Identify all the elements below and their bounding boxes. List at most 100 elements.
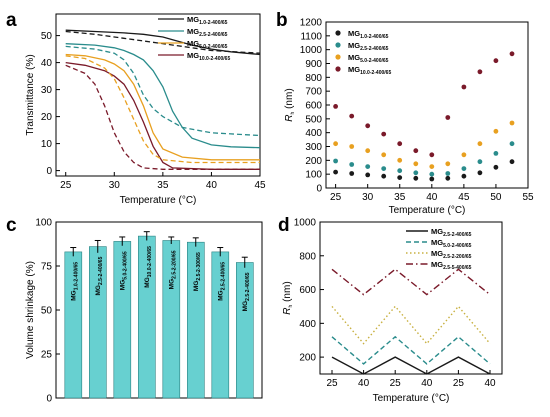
panel-a-legend-label: MG5.0-2-400/65	[187, 39, 228, 50]
panel-label-a: a	[6, 10, 17, 31]
panel-b-legend-marker	[335, 54, 341, 60]
panel-d-x-tick-label: 25	[453, 378, 465, 389]
panel-b-data-point	[461, 84, 467, 90]
panel-c-bar-label: MG2.5-2-300/65	[193, 252, 202, 291]
panel-label-c: c	[6, 215, 17, 236]
panel-c-y-tick-label: 100	[35, 218, 52, 229]
panel-b-data-point	[397, 168, 403, 174]
panel-b-data-point	[493, 164, 499, 170]
panel-b-data-point	[429, 176, 435, 182]
panel-b-data-point	[333, 158, 338, 164]
panel-b-data-point	[333, 169, 338, 175]
panel-b-data-point	[349, 171, 355, 176]
panel-b-legend-label: MG5.0-2-400/65	[348, 53, 389, 64]
panel-a-x-tick-label: 25	[60, 180, 72, 191]
panel-b-data-point	[461, 173, 467, 179]
panel-b-data-point	[413, 148, 419, 154]
panel-b-x-tick-label: 55	[522, 192, 534, 203]
panel-b-data-point	[349, 144, 355, 149]
panel-b-x-tick-label: 25	[330, 192, 342, 203]
panel-d-y-tick-label: 800	[299, 251, 316, 262]
panel-b-data-point	[445, 175, 451, 181]
panel-d-x-tick-label: 40	[421, 378, 433, 389]
panel-c-bar-label: MG10.0-2-400/65	[144, 246, 153, 288]
panel-c-axes-frame	[55, 221, 263, 399]
panel-b-data-point	[397, 141, 403, 147]
panel-a-x-tick-label: 45	[254, 180, 266, 191]
panel-a-series-line-3	[65, 61, 260, 170]
panel-a-legend-label: MG2.5-2-400/65	[187, 27, 228, 38]
panel-a-y-tick-label: 0	[46, 166, 52, 177]
panel-b-legend-label: MG2.5-2-400/65	[348, 41, 389, 52]
panel-a-legend-label: MG10.0-2-400/65	[187, 51, 230, 62]
panel-b-data-point	[509, 120, 515, 126]
panel-b-data-point	[397, 157, 403, 163]
panel-b-data-point	[381, 131, 387, 137]
panel-b-y-tick-label: 700	[305, 87, 322, 98]
panel-d: 25 40 25 40 25 40 200 400 600 800 1000 Temperature …	[282, 218, 503, 404]
panel-d-legend-label: MG2.5-2-200/65	[431, 249, 472, 260]
panel-b-data-point	[445, 115, 451, 120]
panel-label-d: d	[278, 215, 290, 236]
panel-b-x-tick-label: 45	[458, 192, 470, 203]
panel-a-y-tick-label: 20	[41, 112, 53, 123]
panel-c: 0 25 50 75 100 Volume shrinkage (%) MG1.0-2-40…	[25, 218, 263, 405]
panel-c-bar-label: MG2.5-2-200/65	[169, 250, 178, 289]
panel-b-data-point	[333, 141, 338, 147]
panel-b-legend-label: MG10.0-2-400/65	[348, 65, 391, 76]
panel-b-legend-label: MG1.0-2-400/65	[348, 29, 389, 40]
panel-b-y-tick-label: 200	[305, 156, 322, 167]
panel-b: 25 30 35 40 45 50 55 0 100 200 300 400 500 600 700 800 9…	[284, 18, 534, 217]
panel-a-series-line-dashed-5	[65, 45, 261, 137]
panel-b-data-point	[381, 173, 387, 179]
panel-d-x-tick-label: 25	[326, 378, 338, 389]
panel-a-axes-frame	[55, 13, 261, 177]
panel-b-y-tick-label: 500	[305, 114, 322, 125]
panel-d-x-tick-label: 25	[390, 378, 402, 389]
panel-a-y-tick-label: 30	[41, 85, 53, 96]
panel-a-y-tick-label: 10	[41, 139, 53, 150]
panel-d-x-tick-label: 40	[484, 378, 496, 389]
panel-c-bar-label: MG2.5-2-400/65	[218, 262, 227, 301]
panel-c-bar-label: MG2.5-2-400/65	[95, 256, 104, 295]
panel-d-series-line-0	[331, 356, 491, 375]
panel-b-y-tick-label: 1100	[300, 31, 322, 42]
panel-a-x-axis-title: Temperature (°C)	[120, 195, 197, 206]
panel-b-data-point	[413, 161, 419, 167]
panel-b-data-point	[413, 170, 419, 176]
panel-b-data-point	[477, 141, 483, 147]
panel-c-y-axis-title: Volume shrinkage (%)	[25, 261, 36, 359]
panel-b-y-axis-title: Rh (nm)	[284, 88, 296, 121]
panel-b-data-point	[445, 161, 451, 167]
panel-b-y-tick-label: 800	[305, 73, 322, 84]
panel-a-series-line-dashed-6	[65, 55, 260, 164]
panel-b-data-point	[333, 104, 338, 109]
panel-b-data-point	[365, 172, 371, 178]
panel-d-x-tick-label: 40	[358, 378, 370, 389]
panel-d-axes-frame	[319, 221, 503, 375]
panel-b-data-point	[349, 113, 355, 119]
panel-d-legend-label: MG2.5-5-400/65	[431, 260, 472, 271]
panel-b-data-point	[493, 128, 499, 134]
panel-b-y-tick-label: 300	[305, 142, 322, 153]
panel-b-data-point	[365, 148, 371, 154]
panel-a-x-tick-label: 30	[109, 180, 121, 191]
panel-d-y-tick-label: 1000	[294, 218, 317, 229]
panel-b-data-point	[509, 141, 515, 147]
panel-b-data-point	[445, 171, 451, 176]
panel-b-y-tick-label: 0	[316, 184, 322, 195]
panel-b-y-tick-label: 400	[305, 128, 322, 139]
panel-d-series-line-3	[331, 268, 491, 296]
panel-a-legend-label: MG1.0-2-400/65	[187, 15, 228, 26]
panel-b-y-tick-label: 100	[305, 170, 322, 181]
panel-d-y-axis-title: Rh (nm)	[282, 281, 294, 314]
panel-a-series-line-dashed-4	[65, 30, 261, 54]
panel-b-data-point	[477, 170, 483, 176]
panel-a-y-tick-label: 50	[41, 31, 53, 42]
panel-c-bar-label: MG1.0-2-400/65	[71, 262, 80, 301]
panel-b-data-point	[365, 123, 371, 129]
panel-a-series-line-dashed-7	[65, 64, 260, 170]
panel-label-b: b	[276, 10, 288, 31]
panel-d-x-axis-title: Temperature (°C)	[373, 393, 450, 404]
